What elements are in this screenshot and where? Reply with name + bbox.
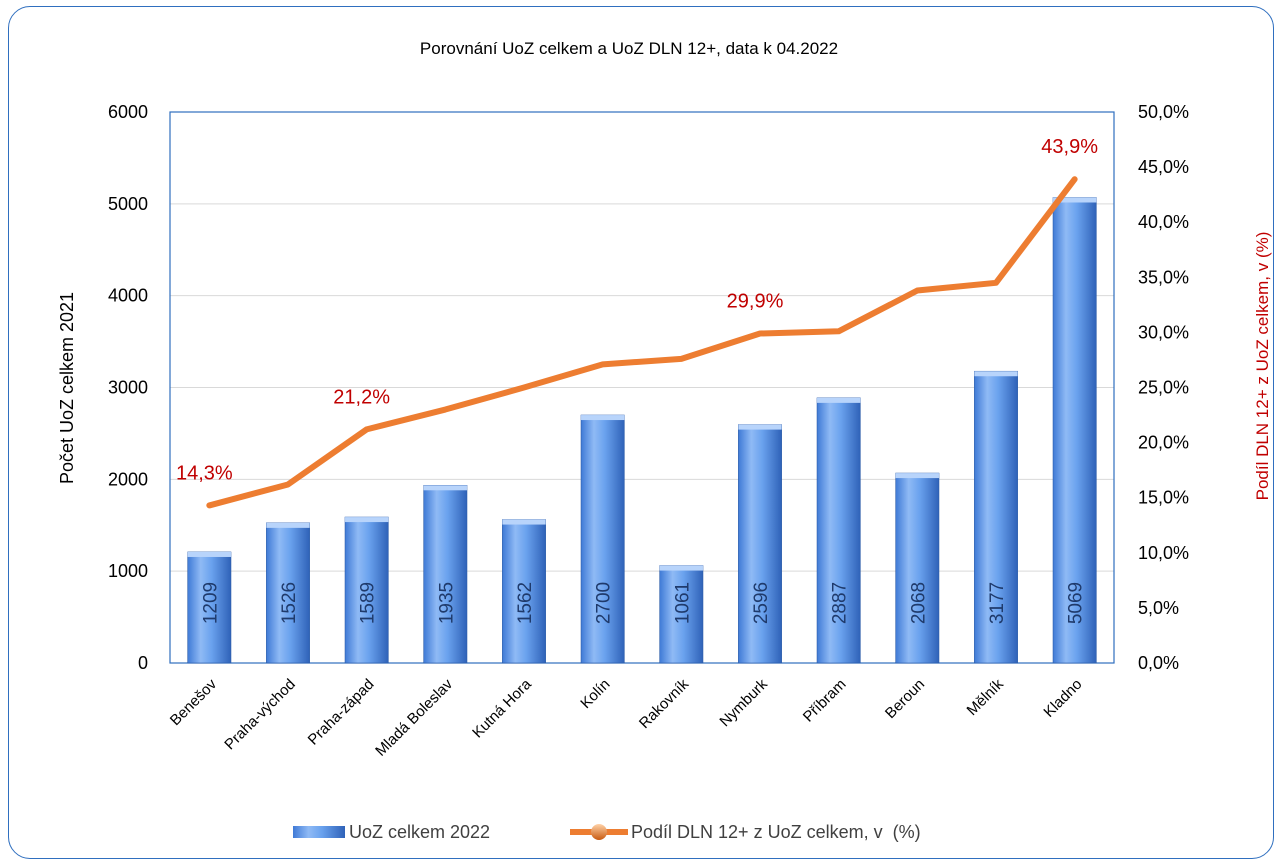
bar [659,565,704,664]
y2-axis-label: Podíl DLN 12+ z UoZ celkem, v (%) [1253,232,1272,501]
y2-tick-label: 0,0% [1138,653,1179,673]
bar-top-highlight [345,517,389,523]
y-tick-label: 1000 [108,561,148,581]
bar-top-highlight [1053,197,1097,203]
x-tick-label: Mělník [964,675,1008,719]
line-point [522,386,526,389]
bar-data-label: 1209 [200,582,221,624]
line-point [365,427,369,431]
y2-tick-label: 15,0% [1138,488,1189,508]
annotation-label: 21,2% [333,386,390,408]
line-point [286,482,290,486]
x-tick-label: Rakovník [636,675,693,732]
y2-tick-label: 35,0% [1138,267,1189,287]
bar [580,414,625,664]
bar [738,424,782,664]
y-tick-label: 3000 [108,378,148,398]
legend: UoZ celkem 2022 Podíl DLN 12+ z UoZ celk… [293,822,921,842]
bar-top-highlight [423,485,467,491]
bar-data-label: 2700 [594,582,615,624]
y2-tick-label: 50,0% [1138,102,1189,122]
x-tick-label: Benešov [167,675,221,729]
y2-tick-label: 20,0% [1138,433,1189,453]
bar [266,522,310,664]
y2-tick-label: 45,0% [1138,157,1189,177]
bar-top-highlight [581,415,625,421]
bar [344,516,389,664]
x-tick-label: Beroun [882,676,928,722]
bar-data-label: 2068 [908,582,929,624]
bar [423,485,468,664]
y2-tick-label: 25,0% [1138,378,1189,398]
bar-top-highlight [659,565,703,571]
plot-area: 0 1000 2000 3000 4000 5000 6000 0,0% 5,0% 10,0% 15… [108,102,1189,760]
annotation-label: 14,3% [176,462,233,484]
legend-line-marker [591,824,607,840]
y2-tick-label: 5,0% [1138,598,1179,618]
y-tick-label: 5000 [108,194,148,214]
x-tick-label: Nymburk [716,675,771,730]
line-point [837,329,841,333]
bar-data-label: 2887 [830,582,851,624]
bar [1052,197,1097,664]
y2-tick-label: 10,0% [1138,543,1189,563]
bar-top-highlight [502,519,546,525]
bar-data-label: 1526 [279,582,300,624]
legend-bar-swatch [293,826,345,838]
plot-border [169,111,1115,664]
bar-data-label: 2596 [751,582,772,624]
y2-tick-label: 40,0% [1138,212,1189,232]
y-axis-label: Počet UoZ celkem 2021 [57,292,77,484]
x-tick-label: Mladá Boleslav [372,675,456,759]
bar-data-label: 5069 [1066,582,1087,624]
x-tick-label: Kutná Hora [469,675,535,741]
annotation-label: 29,9% [727,291,784,313]
bar-top-highlight [738,424,782,430]
annotation-label: 43,9% [1041,136,1098,158]
x-tick-label: Příbram [800,676,850,726]
chart-title: Porovnání UoZ celkem a UoZ DLN 12+, data… [420,39,838,58]
bar [974,370,1018,664]
series-line [206,176,1078,509]
line-point [679,357,683,361]
y-tick-label: 0 [138,653,148,673]
bar-top-highlight [974,371,1018,377]
y-tick-label: 4000 [108,286,148,306]
line-point [915,289,919,293]
bar [895,472,940,664]
bar-top-highlight [266,522,310,528]
bar [816,397,861,664]
bar-data-label: 1589 [358,582,379,624]
x-tick-label: Praha-východ [221,676,298,753]
bar-data-label: 1562 [515,582,536,624]
x-tick-label: Kladno [1040,676,1085,721]
bar-data-label: 1935 [436,582,457,624]
bar [187,551,232,664]
line-point [443,408,447,412]
x-tick-label: Kolín [577,676,613,712]
bar-data-label: 1061 [672,582,693,624]
bar-top-highlight [187,551,231,557]
line-point [994,281,998,285]
line-point [601,362,605,366]
y2-tick-label: 30,0% [1138,322,1189,342]
x-tick-label: Praha-západ [305,676,378,749]
legend-bar-label: UoZ celkem 2022 [349,822,490,842]
bar [502,519,546,664]
line-point [1073,177,1077,181]
y-tick-label: 6000 [108,102,148,122]
bar-top-highlight [817,397,861,403]
y-tick-label: 2000 [108,469,148,489]
legend-line-label: Podíl DLN 12+ z UoZ celkem, v (%) [631,822,921,842]
bar-top-highlight [895,473,939,479]
line-point [758,332,762,336]
bar-data-label: 3177 [987,582,1008,624]
line-point [207,503,211,507]
